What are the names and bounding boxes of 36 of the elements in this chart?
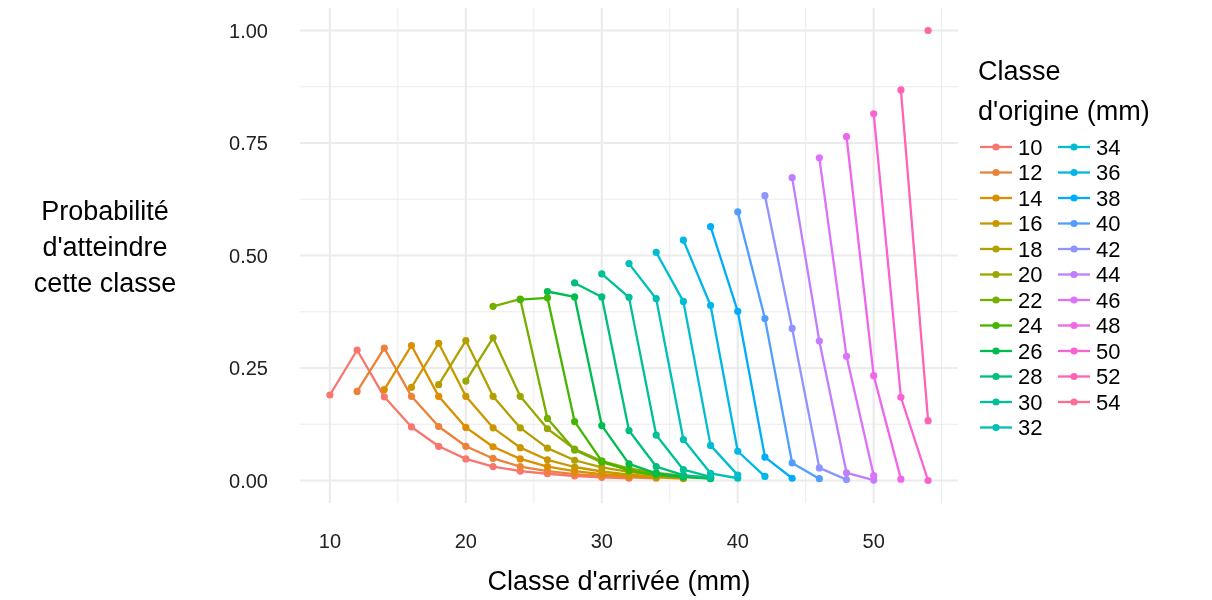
legend-label: 16 bbox=[1018, 211, 1043, 237]
legend-label: 54 bbox=[1096, 389, 1121, 415]
y-axis-title: Probabilité d'atteindre cette classe bbox=[33, 195, 177, 298]
x-tick-label: 10 bbox=[318, 530, 342, 552]
legend-title: Classe d'origine (mm) bbox=[978, 56, 1150, 126]
x-tick-label: 50 bbox=[862, 530, 885, 552]
y-tick-label: 0.25 bbox=[229, 357, 268, 379]
legend-label: 42 bbox=[1096, 236, 1121, 262]
legend-label: 14 bbox=[1018, 185, 1043, 211]
legend-label: 52 bbox=[1096, 364, 1121, 390]
y-tick-label: 1.00 bbox=[229, 19, 268, 42]
legend-label: 24 bbox=[1018, 313, 1043, 339]
legend-label: 18 bbox=[1018, 236, 1043, 262]
x-tick-label: 30 bbox=[590, 530, 613, 552]
legend-label: 30 bbox=[1018, 389, 1043, 415]
legend-label: 12 bbox=[1018, 160, 1043, 186]
x-tick-label: 40 bbox=[726, 530, 749, 552]
legend-label: 40 bbox=[1096, 211, 1121, 237]
legend-label: 38 bbox=[1096, 185, 1121, 211]
x-tick-label: 20 bbox=[454, 530, 477, 552]
y-tick-label: 0.00 bbox=[229, 469, 268, 492]
legend-label: 46 bbox=[1096, 287, 1121, 313]
legend-label: 26 bbox=[1018, 338, 1043, 364]
legend-label: 28 bbox=[1018, 364, 1043, 390]
legend-label: 20 bbox=[1018, 262, 1043, 288]
legend-label: 48 bbox=[1096, 313, 1121, 339]
legend-label: 22 bbox=[1018, 287, 1043, 313]
legend-label: 34 bbox=[1096, 134, 1121, 160]
y-tick-label: 0.50 bbox=[229, 244, 268, 267]
legend-label: 44 bbox=[1096, 262, 1121, 288]
legend-label: 36 bbox=[1096, 160, 1121, 186]
y-tick-label: 0.75 bbox=[229, 132, 268, 154]
x-axis-title: Classe d'arrivée (mm) bbox=[487, 566, 751, 596]
legend-label: 32 bbox=[1018, 415, 1043, 441]
legend-label: 50 bbox=[1096, 338, 1121, 364]
legend-label: 10 bbox=[1018, 134, 1043, 160]
